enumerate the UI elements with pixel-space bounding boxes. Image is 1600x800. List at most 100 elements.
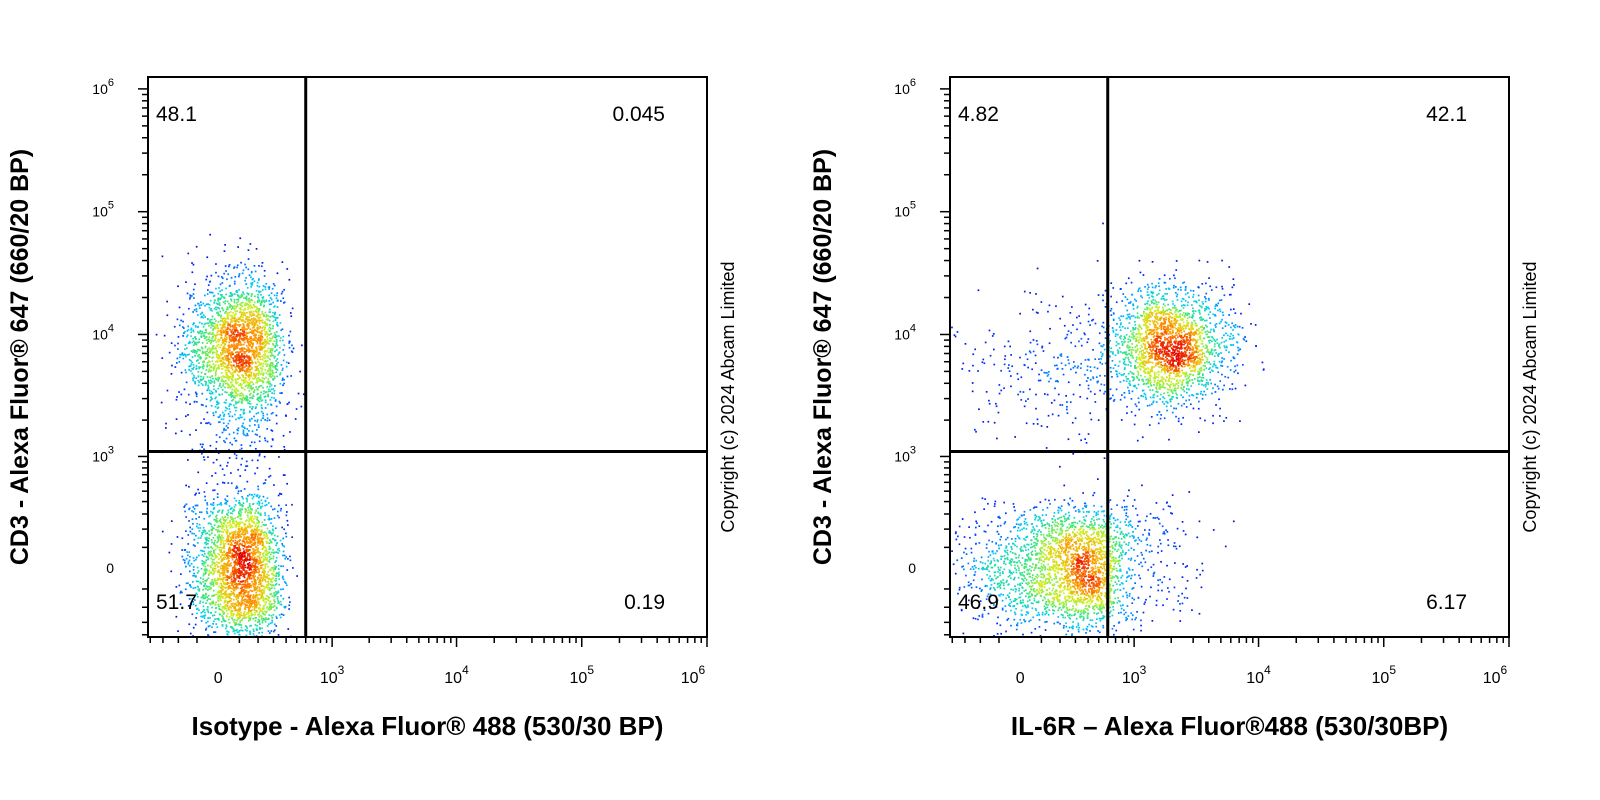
event-dot [217,600,220,602]
event-dot [247,299,250,301]
event-dot [232,537,235,539]
event-dot [233,364,235,367]
event-dot [238,325,241,328]
event-dot [214,604,217,606]
event-dot [243,332,246,334]
event-dot [222,385,224,387]
event-dot [261,607,264,609]
event-dot [277,353,279,356]
event-dot [208,569,211,572]
event-dot [230,549,233,552]
event-dot [242,583,245,586]
event-dot [181,537,184,540]
event-dot [257,559,260,562]
event-dot [238,595,240,597]
event-dot [235,578,237,580]
event-dot [251,532,254,535]
event-dot [221,554,224,556]
event-dot [269,531,271,534]
event-dot [237,417,240,419]
event-dot [248,586,250,589]
event-dot [227,321,229,324]
event-dot [259,290,262,293]
event-dot [224,587,227,590]
event-dot [213,614,216,617]
event-dot [267,630,270,632]
event-dot [258,561,261,563]
event-dot [259,559,262,561]
event-dot [209,351,211,354]
event-dot [220,551,222,553]
event-dot [222,351,224,354]
event-dot [231,610,234,612]
event-dot [268,548,271,551]
event-dot [250,346,253,348]
event-dot [217,364,220,366]
event-dot [220,327,223,329]
event-dot [250,349,253,352]
event-dot [206,536,208,539]
event-dot [232,572,235,574]
event-dot [260,514,262,517]
event-dot [218,357,221,360]
event-dot [192,323,194,326]
event-dot [237,559,239,561]
event-dot [224,322,227,324]
event-dot [255,533,257,536]
event-dot [227,482,230,484]
event-dot [230,614,233,617]
event-dot [224,520,227,523]
event-dot [224,502,226,505]
event-dot [224,579,227,581]
event-dot [254,579,257,582]
event-dot [190,370,192,372]
event-dot [258,590,261,592]
event-dot [249,573,251,575]
event-dot [202,443,204,446]
event-dot [219,339,221,341]
event-dot [210,546,212,548]
event-dot [240,408,242,411]
event-dot [250,306,253,308]
event-dot [233,385,235,387]
event-dot [222,365,225,367]
event-dot [257,551,260,554]
event-dot [262,576,265,578]
event-dot [256,358,259,361]
event-dot [230,295,233,297]
event-dot [285,532,287,535]
event-dot [247,402,249,404]
event-dot [209,369,211,372]
event-dot [248,598,251,600]
event-dot [281,369,284,371]
event-dot [255,602,258,604]
event-dot [216,327,219,329]
event-dot [182,320,184,323]
event-dot [269,632,271,634]
event-dot [259,543,261,545]
event-dot [264,620,267,623]
event-dot [231,328,234,331]
event-dot [194,586,197,589]
event-dot [268,602,271,605]
event-dot [252,558,254,560]
event-dot [197,471,200,474]
event-dot [251,353,254,356]
event-dot [261,502,264,505]
event-dot [249,630,251,633]
event-dot [255,373,258,375]
event-dot [258,504,261,506]
event-dot [215,306,217,309]
event-dot [220,317,223,320]
event-dot [236,291,239,293]
event-dot [246,428,249,430]
event-dot [211,291,214,294]
event-dot [201,446,203,448]
event-dot [248,509,250,511]
event-dot [267,333,269,336]
event-dot [211,398,214,400]
event-dot [278,614,281,616]
event-dot [207,606,209,608]
event-dot [258,632,260,634]
event-dot [263,568,265,571]
